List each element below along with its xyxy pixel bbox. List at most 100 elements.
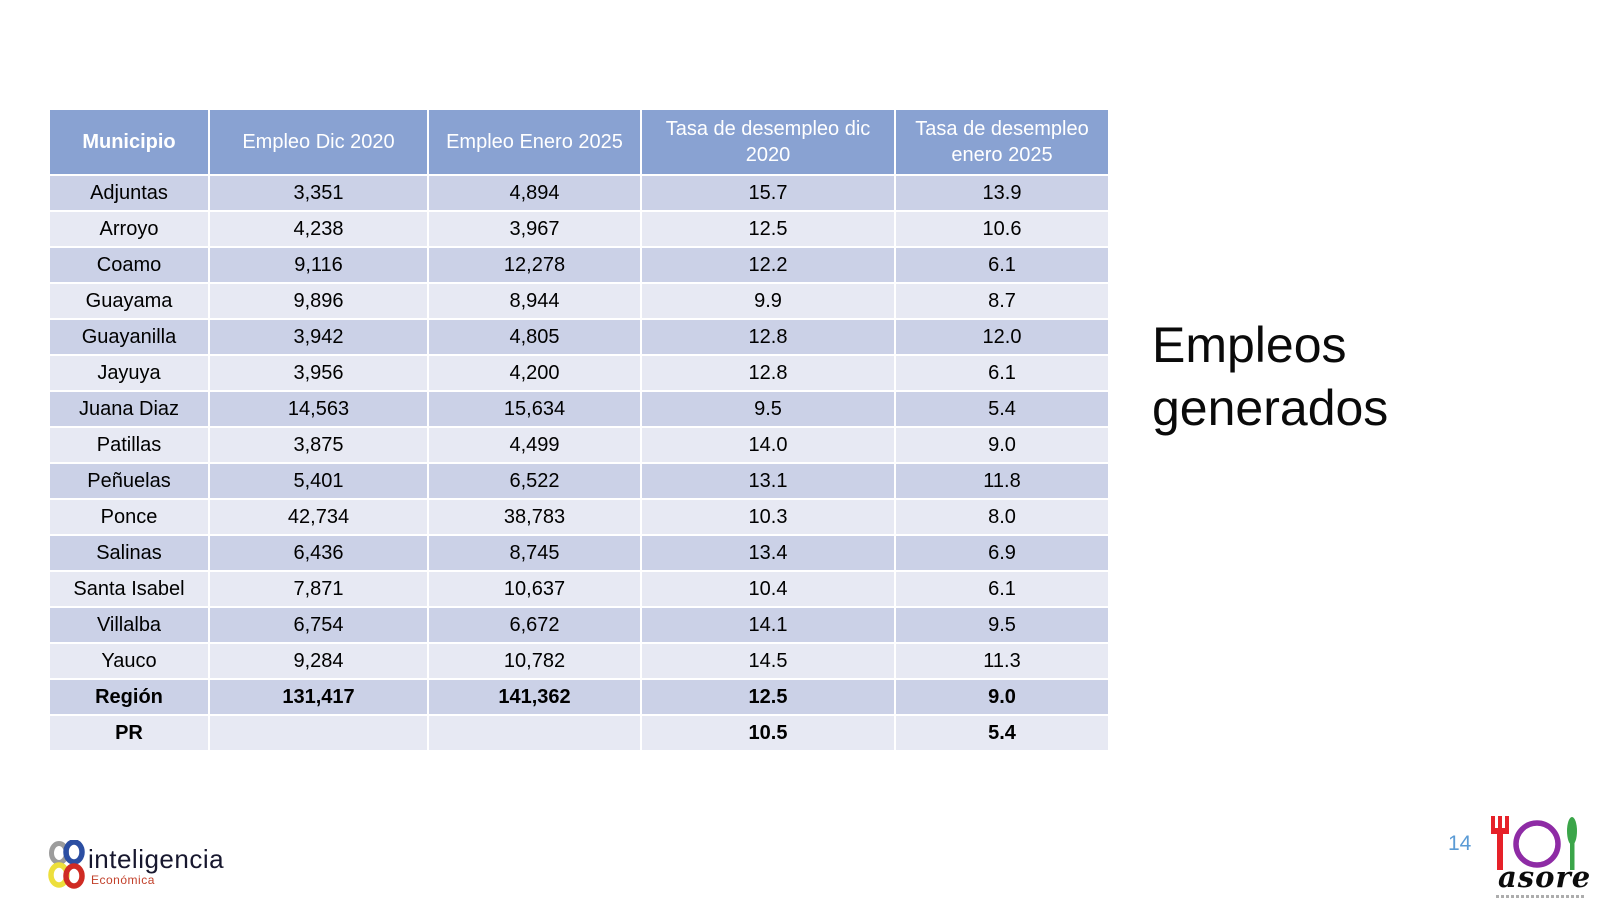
value-cell: 14,563: [208, 390, 429, 428]
table-header-row: Municipio Empleo Dic 2020 Empleo Enero 202…: [48, 108, 1110, 176]
table-row: Villalba 6,754 6,672 14.1 9.5: [48, 606, 1110, 644]
asore-tagline-microtext: [1496, 895, 1586, 898]
value-cell: 6,436: [208, 534, 429, 572]
column-header: Tasa de desempleo dic 2020: [640, 108, 896, 176]
value-cell: 15.7: [640, 174, 896, 212]
value-cell: 10,637: [427, 570, 642, 608]
municipio-cell: Santa Isabel: [48, 570, 210, 608]
value-cell: 5.4: [894, 714, 1110, 752]
value-cell: 12.0: [894, 318, 1110, 356]
value-cell: 3,875: [208, 426, 429, 464]
value-cell: 131,417: [208, 678, 429, 716]
value-cell: 14.5: [640, 642, 896, 680]
value-cell: 6,754: [208, 606, 429, 644]
value-cell: 6.9: [894, 534, 1110, 572]
inteligencia-sub-text: Económica: [91, 873, 155, 887]
table-row: Guayama 9,896 8,944 9.9 8.7: [48, 282, 1110, 320]
inteligencia-logo: inteligencia Económica: [48, 838, 288, 894]
value-cell: 10.3: [640, 498, 896, 536]
asore-logo: asore: [1484, 816, 1590, 900]
value-cell: 4,499: [427, 426, 642, 464]
municipio-cell: Yauco: [48, 642, 210, 680]
value-cell: 6.1: [894, 354, 1110, 392]
table-row: Yauco 9,284 10,782 14.5 11.3: [48, 642, 1110, 680]
value-cell: 6,522: [427, 462, 642, 500]
value-cell: 7,871: [208, 570, 429, 608]
table-header: Municipio Empleo Dic 2020 Empleo Enero 202…: [48, 108, 1110, 176]
value-cell: 9.5: [894, 606, 1110, 644]
value-cell: 3,351: [208, 174, 429, 212]
value-cell: 6.1: [894, 246, 1110, 284]
value-cell: 3,967: [427, 210, 642, 248]
municipio-cell: Peñuelas: [48, 462, 210, 500]
value-cell: 4,200: [427, 354, 642, 392]
slide-title: Empleos generados: [1152, 317, 1389, 436]
table-row: Santa Isabel 7,871 10,637 10.4 6.1: [48, 570, 1110, 608]
table-row: Juana Diaz 14,563 15,634 9.5 5.4: [48, 390, 1110, 428]
value-cell: 10.6: [894, 210, 1110, 248]
municipio-cell: Ponce: [48, 498, 210, 536]
value-cell: 10,782: [427, 642, 642, 680]
value-cell: 9.5: [640, 390, 896, 428]
value-cell: 4,238: [208, 210, 429, 248]
value-cell: 11.8: [894, 462, 1110, 500]
column-header: Tasa de desempleo enero 2025: [894, 108, 1110, 176]
value-cell: 14.1: [640, 606, 896, 644]
table-row: Salinas 6,436 8,745 13.4 6.9: [48, 534, 1110, 572]
table-row: Jayuya 3,956 4,200 12.8 6.1: [48, 354, 1110, 392]
column-header: Empleo Dic 2020: [208, 108, 429, 176]
value-cell: 12,278: [427, 246, 642, 284]
value-cell: 8.0: [894, 498, 1110, 536]
table-row: Arroyo 4,238 3,967 12.5 10.6: [48, 210, 1110, 248]
value-cell: [427, 714, 642, 752]
value-cell: 9.0: [894, 426, 1110, 464]
value-cell: 13.4: [640, 534, 896, 572]
table-row: Región 131,417 141,362 12.5 9.0: [48, 678, 1110, 716]
municipio-cell: PR: [48, 714, 210, 752]
table-row: Peñuelas 5,401 6,522 13.1 11.8: [48, 462, 1110, 500]
fork-plate-knife-icon: [1491, 816, 1577, 870]
value-cell: 10.5: [640, 714, 896, 752]
inteligencia-brand-text: inteligencia: [88, 844, 225, 874]
municipio-cell: Juana Diaz: [48, 390, 210, 428]
municipio-cell: Región: [48, 678, 210, 716]
value-cell: 141,362: [427, 678, 642, 716]
value-cell: 3,942: [208, 318, 429, 356]
value-cell: 3,956: [208, 354, 429, 392]
value-cell: 5.4: [894, 390, 1110, 428]
value-cell: 11.3: [894, 642, 1110, 680]
value-cell: 15,634: [427, 390, 642, 428]
table-row: Guayanilla 3,942 4,805 12.8 12.0: [48, 318, 1110, 356]
municipio-cell: Patillas: [48, 426, 210, 464]
municipio-cell: Salinas: [48, 534, 210, 572]
value-cell: 42,734: [208, 498, 429, 536]
table-row: Ponce 42,734 38,783 10.3 8.0: [48, 498, 1110, 536]
municipio-cell: Coamo: [48, 246, 210, 284]
value-cell: 4,894: [427, 174, 642, 212]
column-header: Municipio: [48, 108, 210, 176]
table-row: Coamo 9,116 12,278 12.2 6.1: [48, 246, 1110, 284]
value-cell: 6.1: [894, 570, 1110, 608]
clover-rings-icon: [48, 840, 85, 889]
value-cell: 9,116: [208, 246, 429, 284]
value-cell: 38,783: [427, 498, 642, 536]
municipio-cell: Jayuya: [48, 354, 210, 392]
value-cell: 12.8: [640, 318, 896, 356]
value-cell: 9.9: [640, 282, 896, 320]
value-cell: 14.0: [640, 426, 896, 464]
value-cell: 4,805: [427, 318, 642, 356]
table-row: Adjuntas 3,351 4,894 15.7 13.9: [48, 174, 1110, 212]
employment-table: Municipio Empleo Dic 2020 Empleo Enero 202…: [48, 108, 1110, 752]
value-cell: 9.0: [894, 678, 1110, 716]
value-cell: 13.1: [640, 462, 896, 500]
value-cell: 9,284: [208, 642, 429, 680]
municipio-cell: Adjuntas: [48, 174, 210, 212]
value-cell: 12.5: [640, 210, 896, 248]
municipio-cell: Villalba: [48, 606, 210, 644]
municipio-cell: Guayama: [48, 282, 210, 320]
table-row: Patillas 3,875 4,499 14.0 9.0: [48, 426, 1110, 464]
municipio-cell: Arroyo: [48, 210, 210, 248]
value-cell: 5,401: [208, 462, 429, 500]
table-row: PR 10.5 5.4: [48, 714, 1110, 752]
